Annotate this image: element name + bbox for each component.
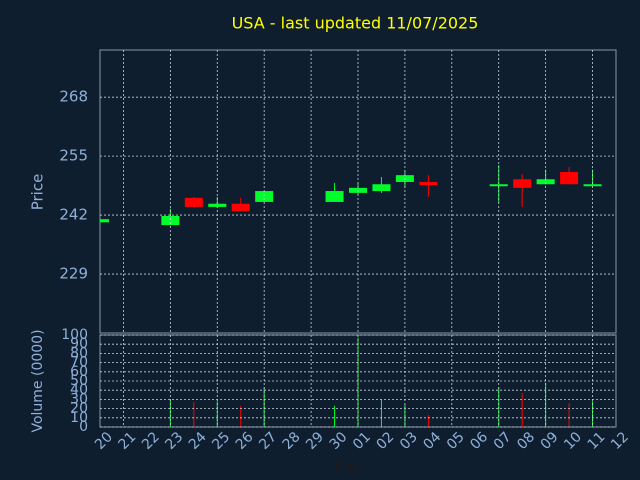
candle-body: [208, 203, 227, 207]
y2-tick-label: 60: [70, 364, 88, 380]
candle-body: [489, 184, 508, 187]
y-tick-label: 268: [59, 88, 88, 106]
y-tick-label: 242: [59, 206, 88, 224]
candle-body: [325, 191, 344, 202]
x-tick-label: 26: [233, 429, 257, 453]
x-tick-label: 22: [139, 429, 163, 453]
y2-tick-label: 0: [79, 419, 88, 435]
x-tick-label: 05: [444, 429, 468, 453]
candle-body: [184, 197, 203, 207]
candle-body: [536, 179, 555, 185]
y2-tick-label: 20: [70, 401, 88, 417]
x-tick-label: 21: [115, 429, 139, 453]
candle-body: [372, 184, 391, 192]
x-tick-label: 01: [350, 429, 374, 453]
x-tick-label: 27: [256, 429, 280, 453]
x-tick-label: 23: [162, 429, 186, 453]
candle-body: [231, 203, 250, 212]
x-axis-label: Day: [334, 459, 362, 475]
chart-title: USA - last updated 11/07/2025: [232, 14, 479, 33]
volume-marks: [169, 337, 594, 427]
x-tick-label: 20: [92, 429, 116, 453]
y2-tick-label: 70: [70, 355, 88, 371]
y2-tick-label: 100: [61, 327, 88, 343]
x-tick-label: 10: [561, 429, 585, 453]
x-tick-label: 04: [420, 429, 444, 453]
x-tick-label: 29: [303, 429, 327, 453]
x-tick-label: 07: [491, 429, 515, 453]
candle-body: [583, 184, 602, 187]
candle-body: [255, 191, 274, 202]
x-tick-label: 02: [373, 429, 397, 453]
y2-tick-label: 90: [70, 336, 88, 352]
x-tick-label: 06: [467, 429, 491, 453]
candle-body: [100, 219, 109, 223]
y2-tick-label: 10: [70, 410, 88, 426]
y2-tick-label: 50: [70, 373, 88, 389]
x-tick-label: 30: [327, 429, 351, 453]
candle-body: [419, 181, 438, 186]
candle-body: [513, 179, 532, 188]
candle-body: [161, 215, 180, 226]
x-tick-label: 24: [186, 429, 210, 453]
y-axis-label: Price: [29, 174, 47, 211]
candle-body: [560, 171, 579, 185]
y2-tick-label: 80: [70, 345, 88, 361]
y2-tick-label: 30: [70, 391, 88, 407]
x-tick-label: 08: [514, 429, 538, 453]
y2-axis-label: Volume (0000): [30, 329, 46, 432]
x-tick-label: 11: [585, 429, 609, 453]
x-tick-label: 12: [608, 429, 632, 453]
x-tick-label: 09: [538, 429, 562, 453]
y-tick-label: 229: [59, 265, 88, 283]
x-tick-label: 28: [280, 429, 304, 453]
x-tick-label: 03: [397, 429, 421, 453]
x-tick-label: 25: [209, 429, 233, 453]
price-marks: [100, 165, 602, 226]
y-tick-label: 255: [59, 147, 88, 165]
y2-tick-label: 40: [70, 382, 88, 398]
